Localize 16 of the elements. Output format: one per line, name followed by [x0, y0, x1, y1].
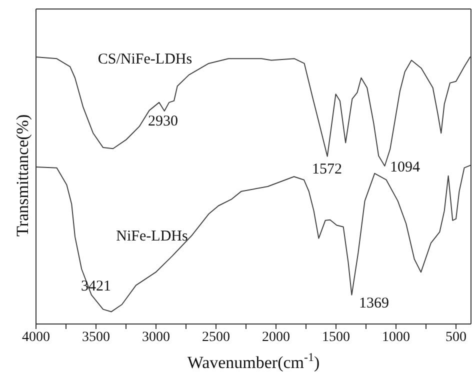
x-tick-label: 1000 [382, 330, 410, 345]
x-tick-label: 2500 [202, 330, 230, 345]
x-tick-label: 2000 [262, 330, 290, 345]
annotation: CS/NiFe-LDHs [98, 52, 192, 68]
annotation: 1369 [359, 296, 389, 312]
annotation: NiFe-LDHs [116, 228, 188, 244]
x-tick-label: 3500 [82, 330, 110, 345]
annotation: 1094 [390, 160, 420, 176]
x-tick-label: 500 [446, 330, 466, 345]
x-tick-label: 1500 [322, 330, 350, 345]
y-axis-title: Transmittance(%) [13, 114, 32, 236]
x-axis-title: Wavenumber(cm$^{-1}$) [187, 350, 320, 372]
annotation: 2930 [148, 114, 178, 130]
x-tick-label: 4000 [22, 330, 50, 345]
x-tick-label: 3000 [142, 330, 170, 345]
annotation: 1572 [312, 162, 342, 178]
